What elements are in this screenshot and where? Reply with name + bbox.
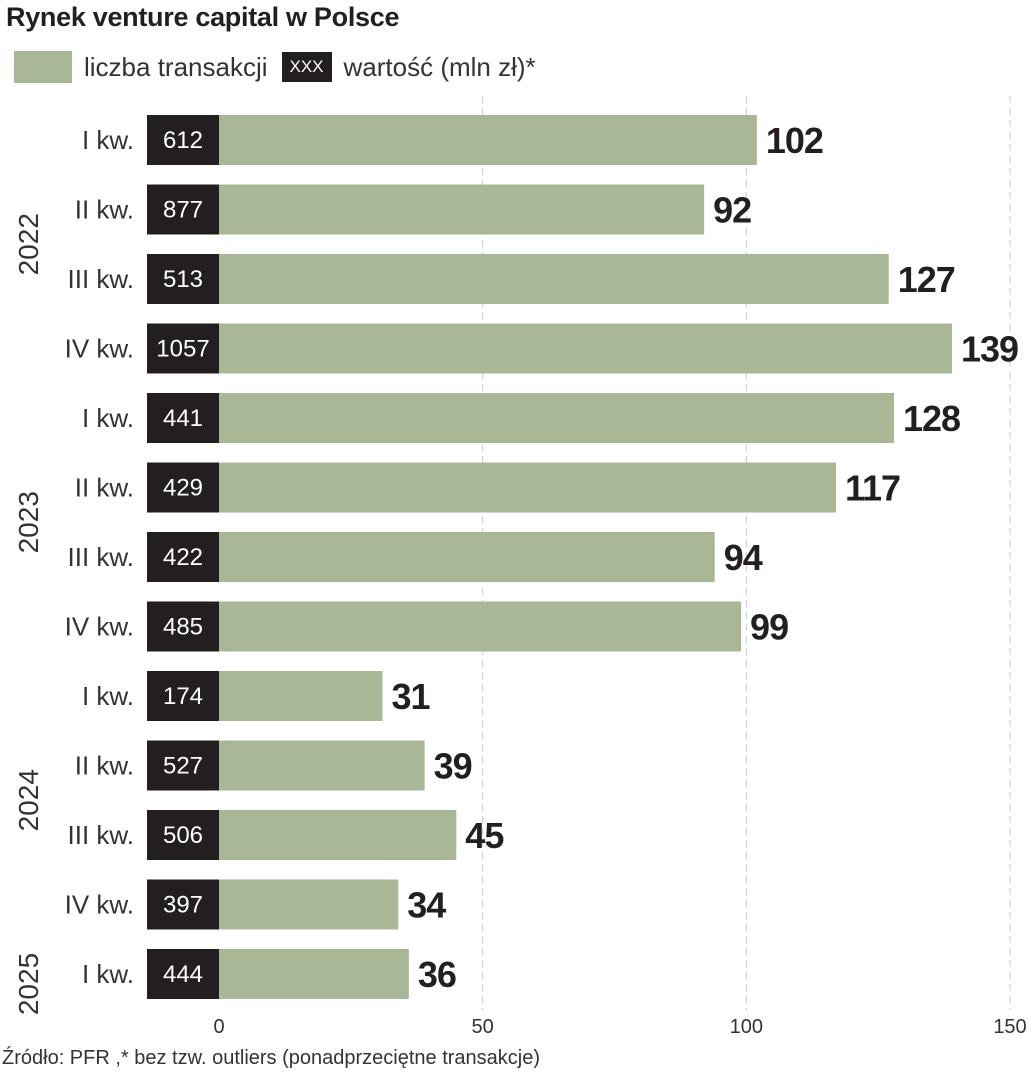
value-box <box>147 323 219 374</box>
category-label: IV kw. <box>65 334 134 364</box>
category-label: I kw. <box>82 125 134 155</box>
category-label: III kw. <box>68 264 134 294</box>
value-box <box>147 740 219 791</box>
bar <box>219 949 409 999</box>
count-data-label: 34 <box>407 885 446 926</box>
bar <box>219 879 399 930</box>
bar <box>219 671 383 721</box>
value-label: 441 <box>163 405 203 432</box>
value-label: 877 <box>163 197 203 224</box>
year-group-label: 2022 <box>13 213 44 275</box>
value-box <box>147 184 219 235</box>
value-box <box>147 115 219 165</box>
legend: liczba transakcji XXX wartość (mln zł)* <box>14 50 550 84</box>
value-label: 513 <box>163 266 203 293</box>
value-box <box>147 532 219 582</box>
bar <box>219 115 757 165</box>
value-label: 527 <box>163 753 203 780</box>
bar-chart: 0 50 100 150 612 I kw. 102 877 II kw. 92 513 III kw… <box>13 96 1027 1038</box>
count-data-label: 99 <box>750 607 788 648</box>
value-label: 397 <box>163 892 203 919</box>
bar <box>219 254 889 304</box>
count-data-label: 128 <box>903 398 960 439</box>
year-group-label: 2024 <box>13 769 44 831</box>
chart-title: Rynek venture capital w Polsce <box>6 2 400 32</box>
legend-value-label: wartość (mln zł)* <box>343 51 536 82</box>
legend-count-swatch <box>14 51 72 83</box>
category-label: III kw. <box>68 820 134 850</box>
category-label: II kw. <box>75 473 134 503</box>
legend-count-label: liczba transakcji <box>84 51 268 82</box>
bar <box>219 740 425 791</box>
source-note: Źródło: PFR ,* bez tzw. outliers (ponadp… <box>2 1047 541 1069</box>
value-label: 485 <box>163 614 203 641</box>
count-data-label: 127 <box>898 259 955 300</box>
category-label: IV kw. <box>65 612 134 642</box>
count-data-label: 102 <box>766 120 823 161</box>
bar <box>219 532 715 582</box>
value-label: 1057 <box>156 336 209 363</box>
value-label: 429 <box>163 475 203 502</box>
bar <box>219 393 894 443</box>
value-label: 444 <box>163 961 203 988</box>
bar <box>219 184 705 235</box>
x-tick-label: 50 <box>472 1016 494 1038</box>
bar <box>219 601 742 652</box>
x-tick-label: 150 <box>993 1016 1026 1038</box>
count-data-label: 39 <box>434 746 472 787</box>
value-label: 422 <box>163 544 203 571</box>
count-data-label: 92 <box>713 190 751 231</box>
value-box <box>147 810 219 860</box>
category-label: I kw. <box>82 681 134 711</box>
category-label: II kw. <box>75 195 134 225</box>
count-data-label: 117 <box>845 468 900 509</box>
value-label: 612 <box>163 127 203 154</box>
x-tick-label: 0 <box>213 1016 224 1038</box>
value-box <box>147 393 219 443</box>
category-label: IV kw. <box>65 890 134 920</box>
count-data-label: 31 <box>391 676 430 717</box>
value-box <box>147 879 219 930</box>
bar <box>219 462 836 513</box>
category-label: III kw. <box>68 542 134 572</box>
count-data-label: 94 <box>724 537 763 578</box>
value-box <box>147 949 219 999</box>
category-label: I kw. <box>82 959 134 989</box>
x-tick-label: 100 <box>730 1016 763 1038</box>
year-group-label: 2025 <box>13 953 44 1015</box>
value-label: 506 <box>163 822 203 849</box>
category-label: II kw. <box>75 751 134 781</box>
bar <box>219 810 457 860</box>
bar <box>219 323 952 374</box>
value-box <box>147 671 219 721</box>
count-data-label: 36 <box>418 954 456 995</box>
value-box <box>147 462 219 513</box>
legend-value-swatch: XXX <box>281 52 332 82</box>
value-label: 174 <box>163 683 203 710</box>
category-label: I kw. <box>82 403 134 433</box>
year-group-label: 2023 <box>13 491 44 553</box>
value-box <box>147 254 219 304</box>
count-data-label: 45 <box>465 815 504 856</box>
value-box <box>147 601 219 652</box>
count-data-label: 139 <box>961 329 1018 370</box>
